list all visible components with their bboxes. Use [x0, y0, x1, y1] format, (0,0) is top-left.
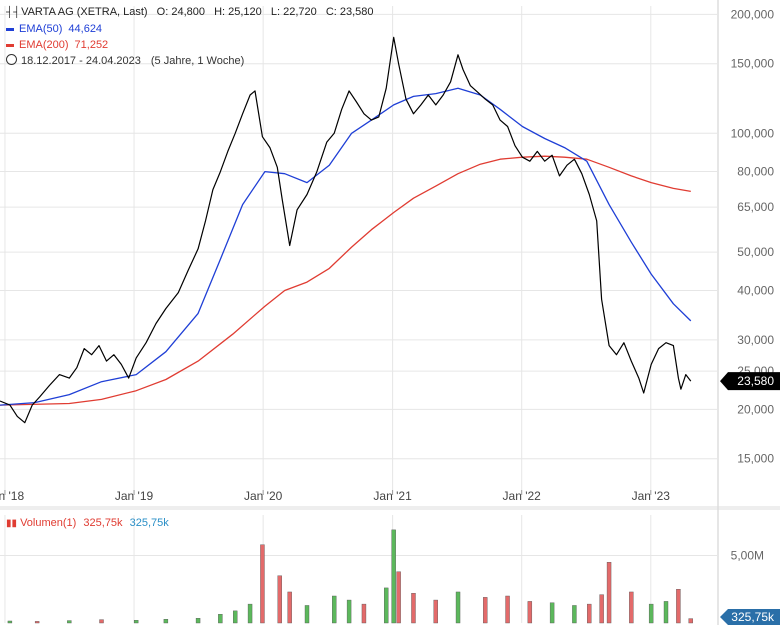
volume-bar: [361, 603, 367, 624]
close-label: C:: [325, 6, 337, 18]
last-price-marker: [720, 372, 780, 391]
volume-bar: [676, 589, 681, 624]
volume-header: ▮▮ Volumen(1) 325,75k 325,75k: [6, 515, 169, 532]
volume-bar: [67, 620, 72, 624]
ema50-label: EMA(50): [19, 23, 63, 35]
volume-bar: [599, 594, 604, 624]
volume-bar: [688, 618, 693, 624]
chart-header: ┤┤ VARTA AG (XETRA, Last) O: 24,800 H: 2…: [6, 4, 374, 69]
volume-bar: [411, 593, 416, 624]
volume-bar: [260, 544, 265, 624]
volume-bar: [195, 618, 201, 624]
y-tick-label: 20,000: [737, 402, 774, 416]
volume-bar: [663, 601, 669, 624]
ema50-value: 44,624: [68, 23, 103, 35]
low-label: L:: [270, 6, 281, 18]
instrument-title: VARTA AG (XETRA, Last): [21, 6, 148, 18]
volume-bar: [572, 605, 577, 624]
volume-icon: ▮▮: [6, 518, 18, 529]
volume-bar: [99, 619, 104, 624]
open-label: O:: [156, 6, 169, 18]
x-tick-label: Jan '23: [632, 489, 671, 503]
volume-bar: [505, 595, 510, 624]
range-note: (5 Jahre, 1 Woche): [150, 55, 245, 67]
volume-bar: [384, 587, 389, 624]
y-tick-label: 200,000: [731, 7, 775, 21]
volume-bar: [629, 591, 634, 624]
axis-labels: 200,000 150,000 100,000 80,000 65,000 50,000 4…: [0, 7, 780, 625]
y-tick-label: 50,000: [737, 245, 774, 259]
ema200-legend[interactable]: EMA(200) 71,252: [6, 37, 374, 53]
volume-badge-marker: [720, 609, 780, 625]
volume-bar: [218, 614, 223, 624]
volume-bar: [396, 571, 401, 624]
price-line-group: [0, 36, 692, 424]
volume-bar: [277, 575, 282, 624]
x-tick-label: Jan '19: [115, 489, 154, 503]
x-tick-label: Jan '21: [373, 489, 412, 503]
ema50-legend[interactable]: EMA(50) 44,624: [6, 21, 374, 37]
x-tick-label: Jan '18: [0, 489, 24, 503]
y-tick-label: 80,000: [737, 165, 774, 179]
volume-bar: [304, 605, 310, 624]
y-tick-label: 40,000: [737, 283, 774, 297]
ema200-value: 71,252: [74, 39, 109, 51]
high-label: H:: [214, 6, 226, 18]
volume-bar: [587, 603, 592, 624]
ema200-swatch: [6, 43, 14, 47]
x-tick-label: Jan '22: [503, 489, 542, 503]
volume-bar: [483, 597, 488, 624]
low-value: 22,720: [283, 6, 317, 18]
volume-bar: [606, 562, 612, 624]
volume-bar: [7, 620, 13, 624]
y-tick-label: 30,000: [737, 333, 774, 347]
volume-badge-value: 325,75k: [731, 610, 775, 624]
ema200-line-group: [0, 155, 691, 406]
last-price-value: 23,580: [737, 374, 774, 388]
volume-bar: [287, 591, 292, 624]
volume-bars: [7, 529, 693, 624]
x-tick-label: Jan '20: [244, 489, 283, 503]
volume-value-2: 325,75k: [129, 517, 169, 529]
y-tick-label: 100,000: [731, 126, 775, 140]
y-tick-label: 15,000: [737, 452, 774, 466]
volume-bar: [391, 529, 396, 624]
volume-bar: [433, 599, 438, 624]
ema50-line: [0, 87, 692, 406]
volume-badge: 325,75k: [720, 609, 780, 625]
volume-bar: [455, 591, 461, 624]
volume-bar: [247, 603, 253, 624]
open-value: 24,800: [171, 6, 206, 18]
instrument-line: ┤┤ VARTA AG (XETRA, Last) O: 24,800 H: 2…: [6, 4, 374, 21]
y-tick-label: 65,000: [737, 200, 774, 214]
volume-bar: [163, 619, 169, 624]
volume-value: 325,75k: [83, 517, 123, 529]
volume-label: Volumen(1): [20, 517, 77, 529]
price-line: [0, 36, 692, 424]
close-value: 23,580: [339, 6, 374, 18]
volume-tick-label: 5,00M: [731, 549, 764, 563]
last-price-badge: 23,580: [720, 372, 780, 391]
ema50-line-group: [0, 87, 692, 406]
ema200-label: EMA(200): [19, 39, 69, 51]
volume-bar: [549, 602, 555, 624]
volume-bar: [133, 620, 139, 624]
range-dates: 18.12.2017 - 24.04.2023: [21, 55, 141, 67]
clock-icon: [6, 54, 17, 65]
volume-bar: [34, 621, 40, 624]
y-tick-label: 150,000: [731, 57, 775, 71]
volume-bar: [648, 603, 654, 624]
volume-bar: [233, 610, 238, 624]
ema50-swatch: [6, 27, 14, 31]
candle-icon: ┤┤: [6, 7, 21, 18]
volume-bar: [346, 599, 352, 624]
volume-bar: [332, 595, 337, 624]
high-value: 25,120: [228, 6, 262, 18]
volume-bar: [527, 601, 533, 624]
ema200-line: [0, 155, 691, 406]
range-line: 18.12.2017 - 24.04.2023 (5 Jahre, 1 Woche…: [6, 53, 374, 69]
